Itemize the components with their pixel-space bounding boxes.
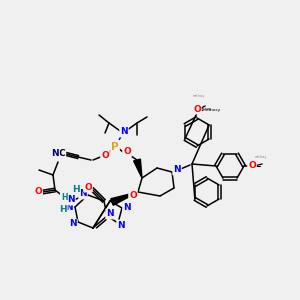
Text: N: N xyxy=(69,220,77,229)
Text: N: N xyxy=(51,148,59,158)
Polygon shape xyxy=(134,159,142,178)
Text: H: H xyxy=(59,206,67,214)
Text: methoxy: methoxy xyxy=(200,107,212,111)
Text: O: O xyxy=(84,182,92,191)
Text: N: N xyxy=(120,128,128,136)
Text: O: O xyxy=(123,148,131,157)
Text: H: H xyxy=(61,193,67,202)
Text: N: N xyxy=(117,220,125,230)
Text: N: N xyxy=(79,190,87,199)
Text: O: O xyxy=(193,104,201,113)
Text: O: O xyxy=(101,152,109,160)
Text: C: C xyxy=(59,149,65,158)
Text: H: H xyxy=(72,185,80,194)
Text: P: P xyxy=(111,142,119,152)
Text: methoxy: methoxy xyxy=(203,108,221,112)
Text: N: N xyxy=(65,202,73,211)
Text: O: O xyxy=(248,161,256,170)
Text: N: N xyxy=(67,196,75,205)
Text: O: O xyxy=(129,190,137,200)
Text: methoxy: methoxy xyxy=(255,155,267,159)
Polygon shape xyxy=(111,192,138,205)
Text: N: N xyxy=(106,209,114,218)
Text: O: O xyxy=(34,188,42,196)
Text: N: N xyxy=(123,203,131,212)
Text: N: N xyxy=(173,166,181,175)
Text: methoxy: methoxy xyxy=(193,94,205,98)
